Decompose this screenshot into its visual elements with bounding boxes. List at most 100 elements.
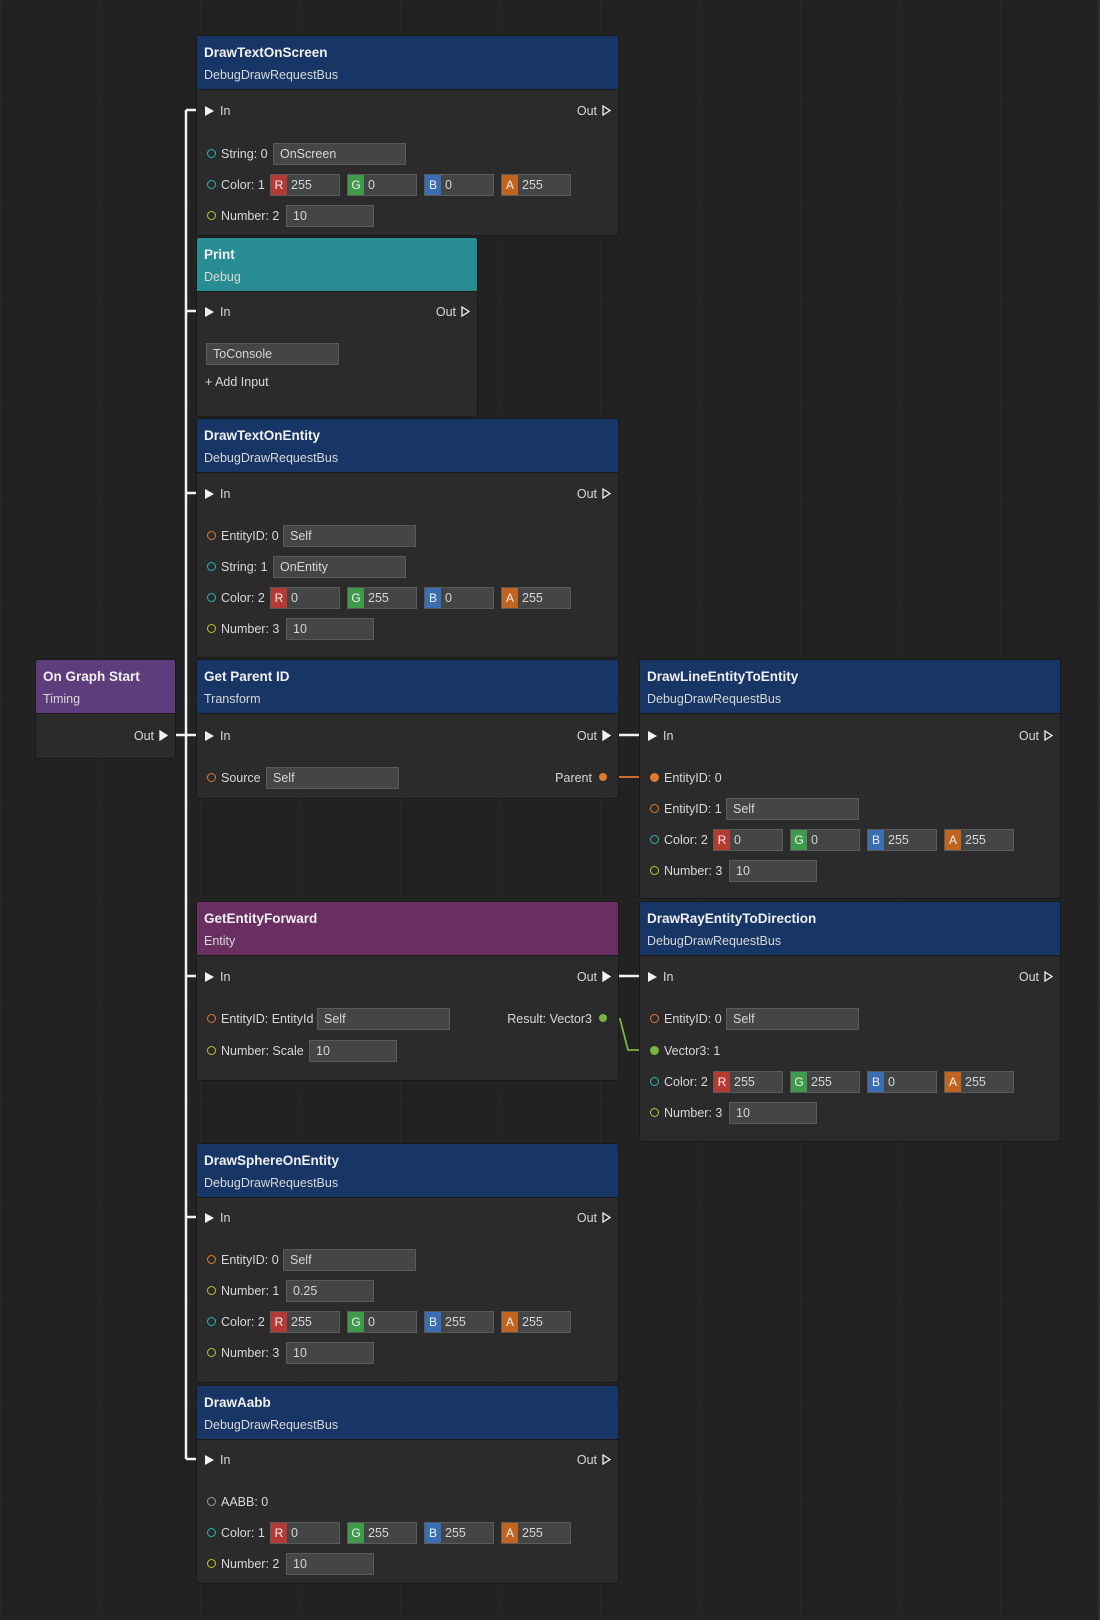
entity-field[interactable]: Self [283, 525, 416, 547]
result-pin[interactable] [599, 1014, 607, 1022]
node-drawsphereonentity[interactable]: DrawSphereOnEntity DebugDrawRequestBus I… [196, 1143, 619, 1383]
node-drawtextonentity[interactable]: DrawTextOnEntity DebugDrawRequestBus In … [196, 418, 619, 658]
color-g-field[interactable]: G 255 [347, 1522, 417, 1544]
add-input-button[interactable]: + Add Input [205, 371, 269, 393]
color-pin[interactable] [207, 180, 216, 189]
entity-pin[interactable] [207, 531, 216, 540]
node-header[interactable]: GetEntityForward Entity [197, 902, 618, 956]
exec-out-pin[interactable]: Out [134, 725, 169, 747]
exec-in-pin[interactable]: In [648, 725, 673, 747]
exec-out-pin[interactable]: Out [577, 100, 612, 122]
node-header[interactable]: Print Debug [197, 238, 477, 292]
scale-pin[interactable] [207, 1046, 216, 1055]
exec-in-pin[interactable]: In [205, 1449, 230, 1471]
color-r-field[interactable]: R 255 [270, 174, 340, 196]
exec-out-pin[interactable]: Out [577, 1449, 612, 1471]
exec-in-pin[interactable]: In [205, 1207, 230, 1229]
entity1-field[interactable]: Self [726, 798, 859, 820]
number-pin[interactable] [207, 211, 216, 220]
color-b-field[interactable]: B 255 [424, 1522, 494, 1544]
node-header[interactable]: DrawRayEntityToDirection DebugDrawReques… [640, 902, 1060, 956]
node-header[interactable]: DrawSphereOnEntity DebugDrawRequestBus [197, 1144, 618, 1198]
exec-out-pin[interactable]: Out [577, 1207, 612, 1229]
node-getparentid[interactable]: Get Parent ID Transform In Out Source Se… [196, 659, 619, 799]
number3-pin[interactable] [207, 1348, 216, 1357]
exec-out-pin[interactable]: Out [1019, 725, 1054, 747]
exec-in-pin[interactable]: In [205, 725, 230, 747]
color-g-field[interactable]: G 255 [347, 587, 417, 609]
node-drawrayentitytodirection[interactable]: DrawRayEntityToDirection DebugDrawReques… [639, 901, 1061, 1142]
node-header[interactable]: DrawTextOnScreen DebugDrawRequestBus [197, 36, 618, 90]
exec-out-pin[interactable]: Out [577, 483, 612, 505]
exec-out-pin[interactable]: Out [577, 966, 612, 988]
number-pin[interactable] [650, 866, 659, 875]
color-a-field[interactable]: A 255 [501, 1522, 571, 1544]
aabb-pin[interactable] [207, 1497, 216, 1506]
number3-field[interactable]: 10 [286, 1342, 374, 1364]
color-pin[interactable] [207, 1528, 216, 1537]
source-field[interactable]: Self [266, 767, 399, 789]
number-field[interactable]: 10 [729, 860, 817, 882]
color-pin[interactable] [207, 1317, 216, 1326]
color-a-field[interactable]: A 255 [501, 1311, 571, 1333]
number-field[interactable]: 10 [286, 618, 374, 640]
color-b-field[interactable]: B 255 [867, 829, 937, 851]
number-field[interactable]: 10 [729, 1102, 817, 1124]
node-drawtextonscreen[interactable]: DrawTextOnScreen DebugDrawRequestBus In … [196, 35, 619, 236]
color-a-field[interactable]: A 255 [501, 587, 571, 609]
number-pin[interactable] [207, 1559, 216, 1568]
color-a-field[interactable]: A 255 [501, 174, 571, 196]
number-field[interactable]: 10 [286, 1553, 374, 1575]
color-pin[interactable] [650, 1077, 659, 1086]
color-r-field[interactable]: R 255 [713, 1071, 783, 1093]
node-ongraphstart[interactable]: On Graph Start Timing Out [35, 659, 176, 759]
number-field[interactable]: 10 [286, 205, 374, 227]
exec-in-pin[interactable]: In [205, 966, 230, 988]
entity-field[interactable]: Self [317, 1008, 450, 1030]
exec-out-pin[interactable]: Out [1019, 966, 1054, 988]
string-pin[interactable] [207, 562, 216, 571]
node-header[interactable]: DrawLineEntityToEntity DebugDrawRequestB… [640, 660, 1060, 714]
node-header[interactable]: DrawTextOnEntity DebugDrawRequestBus [197, 419, 618, 473]
entity-pin[interactable] [207, 1014, 216, 1023]
node-header[interactable]: On Graph Start Timing [36, 660, 175, 714]
exec-in-pin[interactable]: In [648, 966, 673, 988]
vector-pin[interactable] [650, 1046, 659, 1055]
scale-field[interactable]: 10 [309, 1040, 397, 1062]
color-r-field[interactable]: R 255 [270, 1311, 340, 1333]
parent-pin[interactable] [599, 773, 607, 781]
color-pin[interactable] [650, 835, 659, 844]
entity1-pin[interactable] [650, 804, 659, 813]
number1-field[interactable]: 0.25 [286, 1280, 374, 1302]
color-a-field[interactable]: A 255 [944, 1071, 1014, 1093]
entity-pin[interactable] [207, 1255, 216, 1264]
node-drawaabb[interactable]: DrawAabb DebugDrawRequestBus In Out AABB… [196, 1385, 619, 1584]
exec-in-pin[interactable]: In [205, 483, 230, 505]
node-header[interactable]: DrawAabb DebugDrawRequestBus [197, 1386, 618, 1440]
number-pin[interactable] [207, 624, 216, 633]
number1-pin[interactable] [207, 1286, 216, 1295]
node-getentityforward[interactable]: GetEntityForward Entity In Out EntityID:… [196, 901, 619, 1081]
node-header[interactable]: Get Parent ID Transform [197, 660, 618, 714]
entity-field[interactable]: Self [726, 1008, 859, 1030]
print-text-field[interactable]: ToConsole [206, 343, 339, 365]
string-pin[interactable] [207, 149, 216, 158]
exec-out-pin[interactable]: Out [436, 301, 471, 323]
exec-out-pin[interactable]: Out [577, 725, 612, 747]
color-a-field[interactable]: A 255 [944, 829, 1014, 851]
string-field[interactable]: OnScreen [273, 143, 406, 165]
number-pin[interactable] [650, 1108, 659, 1117]
entity0-pin[interactable] [650, 773, 659, 782]
entity-field[interactable]: Self [283, 1249, 416, 1271]
color-g-field[interactable]: G 255 [790, 1071, 860, 1093]
color-b-field[interactable]: B 255 [424, 1311, 494, 1333]
color-pin[interactable] [207, 593, 216, 602]
exec-in-pin[interactable]: In [205, 100, 230, 122]
